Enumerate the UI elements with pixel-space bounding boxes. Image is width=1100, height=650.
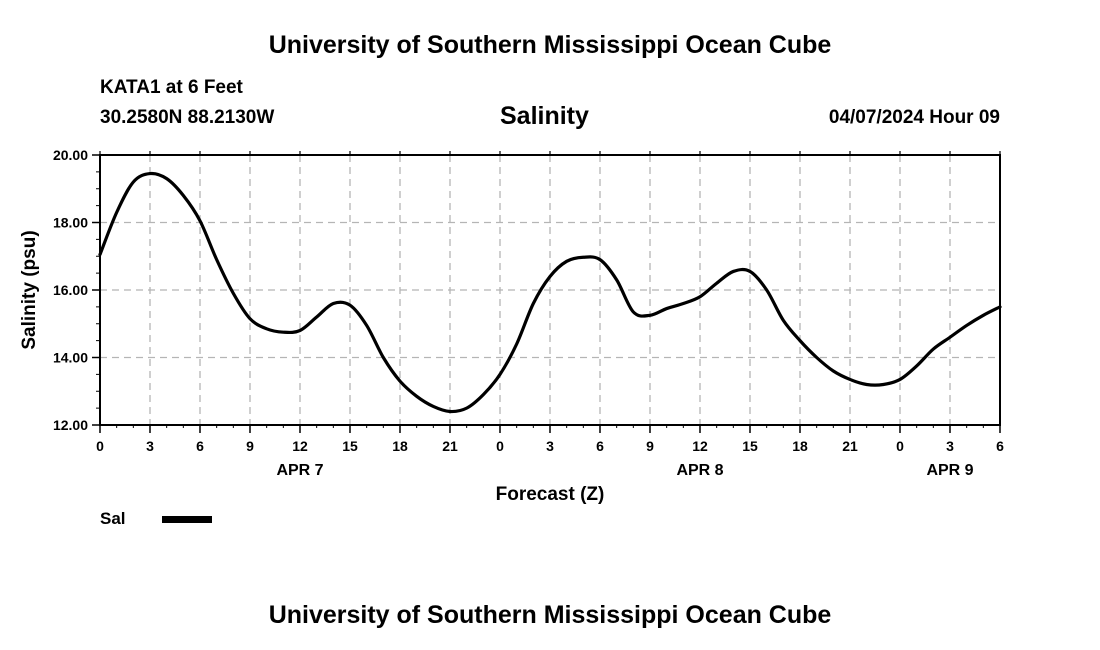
chart-title: University of Southern Mississippi Ocean… <box>268 31 832 59</box>
x-tick-label: 21 <box>842 438 858 454</box>
x-tick-label: 0 <box>96 438 104 454</box>
chart-ticks <box>92 151 1001 433</box>
station-coordinates: 30.2580N 88.2130W <box>100 107 275 128</box>
chart-tick-labels: 0 3 6 9 12 15 18 21 0 3 6 9 12 15 18 21 0 3 6 APR 7 APR 8 APR… <box>53 147 1004 479</box>
chart-series <box>98 171 1002 414</box>
x-tick-label: 15 <box>742 438 758 454</box>
station-label: KATA1 at 6 Feet <box>100 77 243 98</box>
x-tick-label: 12 <box>292 438 308 454</box>
x-tick-label: 0 <box>896 438 904 454</box>
x-tick-label: 6 <box>596 438 604 454</box>
y-tick-label: 16.00 <box>53 282 88 298</box>
date-label: APR 9 <box>926 462 973 479</box>
x-tick-label: 12 <box>692 438 708 454</box>
y-tick-label: 12.00 <box>53 417 88 433</box>
x-tick-label: 15 <box>342 438 358 454</box>
x-tick-label: 6 <box>196 438 204 454</box>
series-line-sal <box>98 171 1002 414</box>
x-tick-label: 0 <box>496 438 504 454</box>
x-tick-label: 9 <box>646 438 654 454</box>
x-tick-label: 18 <box>392 438 408 454</box>
chart-grid <box>100 155 1000 425</box>
variable-title: Salinity <box>500 102 589 130</box>
y-axis-label: Salinity (psu) <box>19 230 40 349</box>
x-tick-label: 3 <box>946 438 954 454</box>
footer-title: University of Southern Mississippi Ocean… <box>268 601 832 629</box>
y-tick-label: 14.00 <box>53 350 88 366</box>
date-label: APR 7 <box>276 462 323 479</box>
forecast-datetime: 04/07/2024 Hour 09 <box>828 107 1000 128</box>
x-tick-label: 21 <box>442 438 458 454</box>
date-label: APR 8 <box>676 462 723 479</box>
x-tick-label: 6 <box>996 438 1004 454</box>
legend-swatch <box>162 516 212 523</box>
y-tick-label: 18.00 <box>53 215 88 231</box>
x-tick-label: 9 <box>246 438 254 454</box>
legend-entry-label: Sal <box>100 509 126 528</box>
x-tick-label: 18 <box>792 438 808 454</box>
y-tick-label: 20.00 <box>53 147 88 163</box>
x-tick-label: 3 <box>146 438 154 454</box>
x-tick-label: 3 <box>546 438 554 454</box>
x-axis-label: Forecast (Z) <box>496 484 605 505</box>
plot-frame <box>99 154 1001 426</box>
